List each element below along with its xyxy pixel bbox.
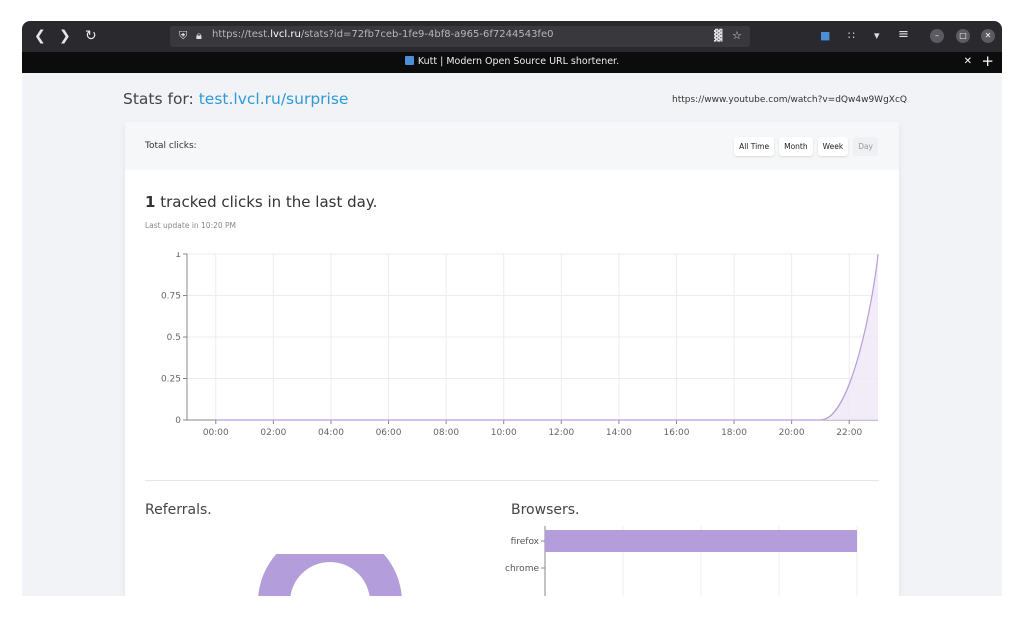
- x-tick-label: 16:00: [663, 428, 689, 438]
- maximize-icon[interactable]: □: [956, 29, 970, 43]
- browser-label-chrome: chrome: [505, 564, 539, 574]
- url-text[interactable]: https://test.lvcl.ru/stats?id=72fb7ceb-1…: [212, 29, 554, 40]
- x-tick-label: 10:00: [491, 428, 517, 438]
- tab-title: Kutt | Modern Open Source URL shortener.: [417, 56, 620, 67]
- x-tick-label: 18:00: [721, 428, 747, 438]
- minimize-icon[interactable]: –: [930, 29, 944, 43]
- stats-card: Total clicks: All Time Month Week Day 1 tra…: [125, 122, 899, 596]
- close-icon[interactable]: ✕: [981, 29, 995, 43]
- shield-icon[interactable]: ⛨: [179, 29, 188, 42]
- x-tick-label: 14:00: [606, 428, 632, 438]
- dropdown-icon[interactable]: ▾: [874, 29, 880, 42]
- total-clicks-label: Total clicks:: [145, 141, 197, 151]
- y-tick-label: 0: [175, 416, 181, 426]
- address-bar[interactable]: ⛨ 🔒︎ https://test.lvcl.ru/stats?id=72fb7…: [170, 26, 750, 47]
- y-tick-label: 0.25: [161, 375, 181, 385]
- x-tick-label: 22:00: [836, 428, 862, 438]
- page-title: Stats for: test.lvcl.ru/surprise: [123, 90, 349, 108]
- clicks-chart: 0 0.25 0.5 0.75 1 00:00 02:00 04:00 06:00 08:00 10…: [161, 252, 879, 438]
- target-url[interactable]: https://www.youtube.com/watch?v=dQw4w9Wg…: [672, 95, 907, 105]
- browser-bar-firefox: [545, 530, 857, 552]
- period-selector: All Time Month Week Day: [734, 137, 878, 156]
- referrals-donut: [258, 554, 402, 596]
- new-tab-icon[interactable]: +: [981, 52, 994, 70]
- referrals-title: Referrals.: [145, 502, 212, 518]
- period-button-month[interactable]: Month: [779, 137, 813, 156]
- active-tab[interactable]: Kutt | Modern Open Source URL shortener.: [22, 56, 1002, 67]
- y-tick-label: 0.5: [167, 333, 181, 343]
- tab-close-icon[interactable]: ✕: [963, 56, 972, 67]
- clicks-text: tracked clicks in the last day.: [160, 193, 378, 211]
- browsers-chart: firefox chrome: [505, 526, 858, 596]
- apps-icon[interactable]: ∷: [848, 29, 855, 42]
- x-tick-label: 08:00: [433, 428, 459, 438]
- clicks-headline: 1 tracked clicks in the last day.: [145, 193, 377, 211]
- clicks-line: [215, 253, 879, 421]
- x-tick-label: 04:00: [318, 428, 344, 438]
- referral-slice: [258, 554, 402, 596]
- clicks-count: 1: [145, 193, 156, 211]
- kutt-favicon-icon: [404, 56, 414, 65]
- divider: [145, 480, 879, 481]
- period-button-day[interactable]: Day: [853, 137, 878, 156]
- star-icon[interactable]: ☆: [732, 29, 742, 42]
- page-content: Stats for: test.lvcl.ru/surprise https:/…: [22, 73, 1002, 596]
- stats-card-header: Total clicks: All Time Month Week Day: [125, 122, 899, 170]
- lock-icon[interactable]: 🔒︎: [196, 29, 202, 42]
- browser-toolbar: ❮ ❯ ↻ ⛨ 🔒︎ https://test.lvcl.ru/stats?id…: [22, 21, 1002, 52]
- x-tick-label: 20:00: [779, 428, 805, 438]
- reload-icon[interactable]: ↻: [85, 28, 97, 44]
- browser-window: ❮ ❯ ↻ ⛨ 🔒︎ https://test.lvcl.ru/stats?id…: [22, 21, 1002, 596]
- extension-icon[interactable]: ■: [820, 29, 831, 42]
- y-tick-label: 0.75: [161, 292, 181, 302]
- qr-icon[interactable]: ▓: [714, 29, 723, 42]
- short-link[interactable]: test.lvcl.ru/surprise: [198, 90, 349, 108]
- x-tick-label: 06:00: [376, 428, 402, 438]
- forward-icon[interactable]: ❯: [59, 28, 71, 44]
- period-button-all-time[interactable]: All Time: [734, 137, 775, 156]
- back-icon[interactable]: ❮: [34, 28, 46, 44]
- last-update: Last update in 10:20 PM: [145, 221, 237, 230]
- period-button-week[interactable]: Week: [817, 137, 849, 156]
- tab-bar: Kutt | Modern Open Source URL shortener.…: [22, 52, 1002, 73]
- y-tick-label: 1: [175, 252, 181, 260]
- menu-icon[interactable]: ≡: [898, 27, 909, 42]
- browser-label-firefox: firefox: [511, 537, 540, 547]
- browsers-title: Browsers.: [511, 502, 580, 518]
- x-tick-label: 02:00: [260, 428, 286, 438]
- x-tick-label: 00:00: [203, 428, 229, 438]
- x-tick-label: 12:00: [548, 428, 574, 438]
